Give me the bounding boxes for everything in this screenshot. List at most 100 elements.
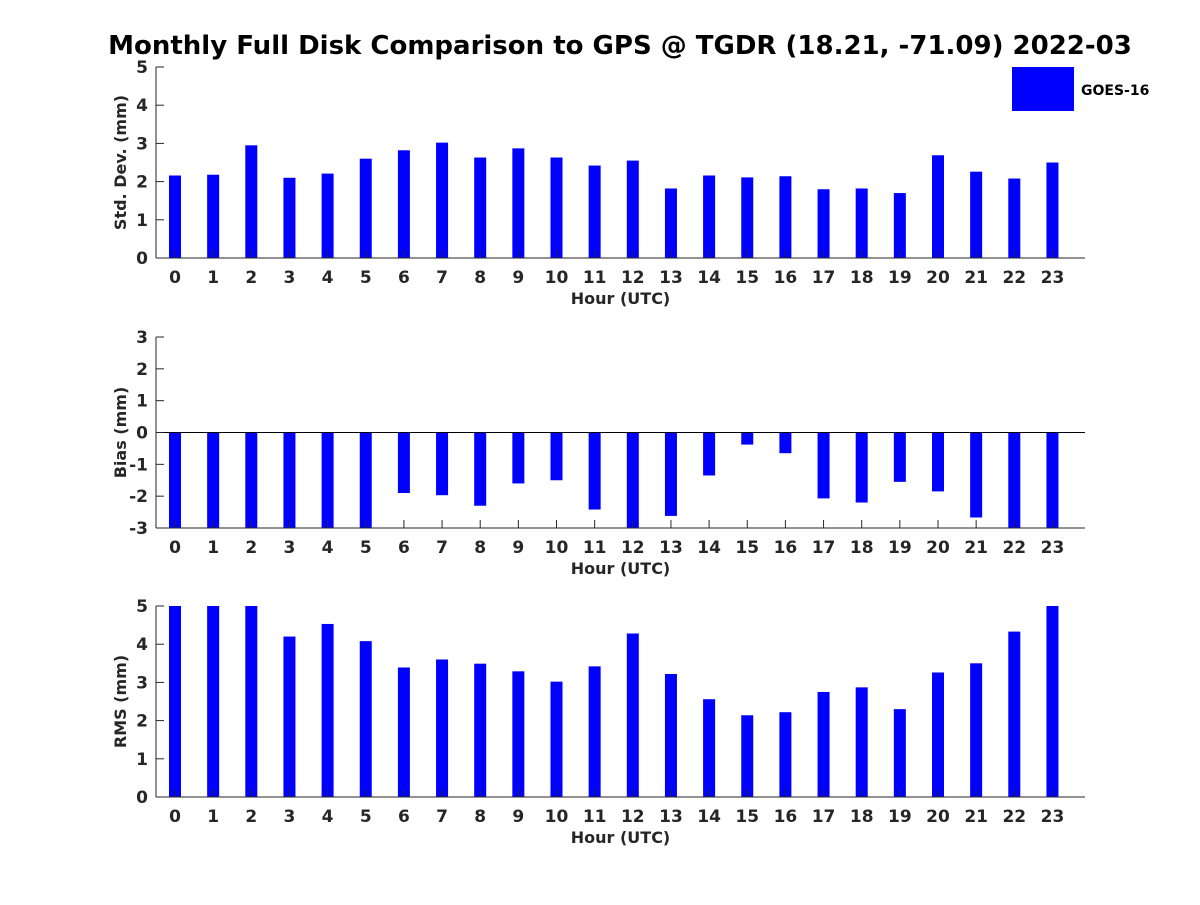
bar-bias-1 xyxy=(207,432,220,528)
x-tick-label: 16 xyxy=(774,538,798,558)
bar-rms-16 xyxy=(779,712,792,797)
x-tick-label: 18 xyxy=(850,268,874,288)
x-tick-label: 3 xyxy=(284,807,296,827)
y-tick-label: 1 xyxy=(136,211,148,231)
bar-rms-5 xyxy=(359,641,372,797)
y-tick-label: -3 xyxy=(129,519,148,539)
x-tick-label: 6 xyxy=(398,807,410,827)
x-tick-label: 12 xyxy=(621,268,645,288)
x-tick-label: 4 xyxy=(322,807,334,827)
x-tick-label: 21 xyxy=(964,538,988,558)
bar-rms-7 xyxy=(436,659,449,797)
x-tick-label: 8 xyxy=(474,268,486,288)
bar-bias-14 xyxy=(703,432,716,476)
y-tick-label: 2 xyxy=(136,712,148,732)
bar-std-dev-12 xyxy=(626,160,639,258)
bar-std-dev-2 xyxy=(245,145,258,258)
x-tick-label: 10 xyxy=(545,807,569,827)
legend-label: GOES-16 xyxy=(1081,83,1149,99)
x-tick-label: 19 xyxy=(888,538,912,558)
bar-bias-0 xyxy=(169,432,181,528)
bar-rms-20 xyxy=(932,672,944,797)
x-axis-label: Hour (UTC) xyxy=(571,828,671,847)
chart-title: Monthly Full Disk Comparison to GPS @ TG… xyxy=(108,31,1132,61)
bar-bias-20 xyxy=(932,432,944,492)
y-tick-label: 1 xyxy=(136,392,148,412)
y-axis-label: Bias (mm) xyxy=(111,387,130,479)
bar-std-dev-13 xyxy=(664,188,677,258)
x-tick-label: 17 xyxy=(812,538,836,558)
x-tick-label: 8 xyxy=(474,538,486,558)
x-tick-label: 15 xyxy=(735,807,759,827)
x-tick-label: 13 xyxy=(659,268,683,288)
bar-std-dev-18 xyxy=(855,188,868,258)
x-tick-label: 20 xyxy=(926,538,950,558)
y-tick-label: 4 xyxy=(136,96,148,116)
bar-rms-23 xyxy=(1046,606,1059,797)
bar-rms-10 xyxy=(550,681,563,797)
x-tick-label: 18 xyxy=(850,807,874,827)
x-tick-label: 7 xyxy=(436,538,448,558)
bar-rms-8 xyxy=(474,663,487,797)
x-tick-label: 18 xyxy=(850,538,874,558)
bar-rms-15 xyxy=(741,715,754,797)
x-tick-label: 5 xyxy=(360,807,372,827)
bar-std-dev-9 xyxy=(512,148,525,258)
bar-bias-17 xyxy=(817,432,830,499)
bar-rms-9 xyxy=(512,671,525,797)
x-tick-label: 0 xyxy=(169,268,181,288)
y-tick-label: 5 xyxy=(136,58,148,78)
bar-rms-18 xyxy=(855,687,868,797)
bar-bias-8 xyxy=(474,432,487,506)
x-tick-label: 2 xyxy=(245,807,257,827)
bar-rms-2 xyxy=(245,606,258,797)
x-tick-label: 21 xyxy=(964,807,988,827)
x-tick-label: 23 xyxy=(1041,538,1065,558)
bar-std-dev-22 xyxy=(1008,178,1021,258)
y-tick-label: 2 xyxy=(136,173,148,193)
x-axis-label: Hour (UTC) xyxy=(571,289,671,308)
bar-std-dev-8 xyxy=(474,157,487,258)
bar-bias-16 xyxy=(779,432,792,454)
x-tick-label: 1 xyxy=(207,538,219,558)
x-tick-label: 2 xyxy=(245,538,257,558)
x-tick-label: 7 xyxy=(436,807,448,827)
x-tick-label: 0 xyxy=(169,538,181,558)
y-axis-label: RMS (mm) xyxy=(111,655,130,748)
x-tick-label: 6 xyxy=(398,538,410,558)
x-tick-label: 20 xyxy=(926,807,950,827)
bar-bias-21 xyxy=(970,432,983,518)
bar-bias-4 xyxy=(321,432,334,528)
x-tick-label: 6 xyxy=(398,268,410,288)
bar-std-dev-17 xyxy=(817,189,830,258)
y-tick-label: 4 xyxy=(136,635,148,655)
bar-bias-11 xyxy=(588,432,601,510)
x-tick-label: 22 xyxy=(1002,268,1026,288)
x-tick-label: 23 xyxy=(1041,268,1065,288)
bar-std-dev-21 xyxy=(970,171,983,258)
bar-bias-19 xyxy=(893,432,906,482)
bar-bias-2 xyxy=(245,432,258,528)
bar-rms-11 xyxy=(588,666,601,797)
y-tick-label: 2 xyxy=(136,360,148,380)
y-tick-label: 0 xyxy=(136,788,148,808)
bar-bias-5 xyxy=(359,432,372,528)
x-tick-label: 0 xyxy=(169,807,181,827)
bar-std-dev-4 xyxy=(321,173,334,258)
x-tick-label: 13 xyxy=(659,807,683,827)
bar-bias-15 xyxy=(741,432,754,445)
x-tick-label: 19 xyxy=(888,268,912,288)
y-axis-label: Std. Dev. (mm) xyxy=(111,95,130,230)
x-tick-label: 21 xyxy=(964,268,988,288)
bar-rms-4 xyxy=(321,623,334,797)
x-tick-label: 22 xyxy=(1002,807,1026,827)
x-tick-label: 19 xyxy=(888,807,912,827)
bar-rms-22 xyxy=(1008,631,1021,797)
bar-std-dev-5 xyxy=(359,158,372,258)
bar-rms-19 xyxy=(893,709,906,797)
